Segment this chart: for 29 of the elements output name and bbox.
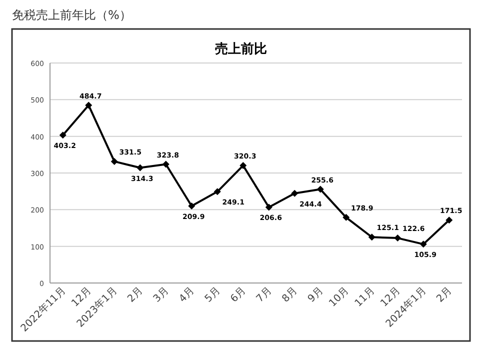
x-tick-label: 9月: [306, 285, 326, 305]
x-tick-label: 6月: [228, 285, 248, 305]
x-tick-label: 5月: [203, 285, 222, 305]
x-tick-label: 2月: [434, 285, 454, 305]
chart-title: 免税売上前年比（%）: [12, 8, 132, 22]
point: [342, 214, 350, 221]
point: [188, 202, 196, 210]
point: [162, 160, 170, 168]
x-tick-label: 10月: [327, 285, 352, 310]
point: [394, 234, 402, 242]
point: [136, 164, 144, 172]
x-tick-label: 7月: [254, 285, 274, 305]
point: [214, 188, 221, 196]
point: [85, 102, 92, 109]
point: [110, 158, 118, 165]
x-tick-label: 11月: [353, 285, 377, 310]
chart-subtitle: 売上前比: [215, 42, 267, 57]
x-tick-label: 2月: [126, 285, 146, 305]
point: [59, 132, 66, 139]
x-tick-label: 3月: [152, 285, 171, 305]
point: [368, 234, 376, 241]
point: [316, 186, 324, 193]
point: [265, 204, 272, 211]
point: [420, 240, 427, 248]
x-tick-label: 4月: [177, 285, 197, 305]
x-tick-label: 8月: [280, 285, 300, 305]
point: [291, 190, 298, 197]
point: [240, 162, 247, 170]
point: [446, 216, 453, 224]
